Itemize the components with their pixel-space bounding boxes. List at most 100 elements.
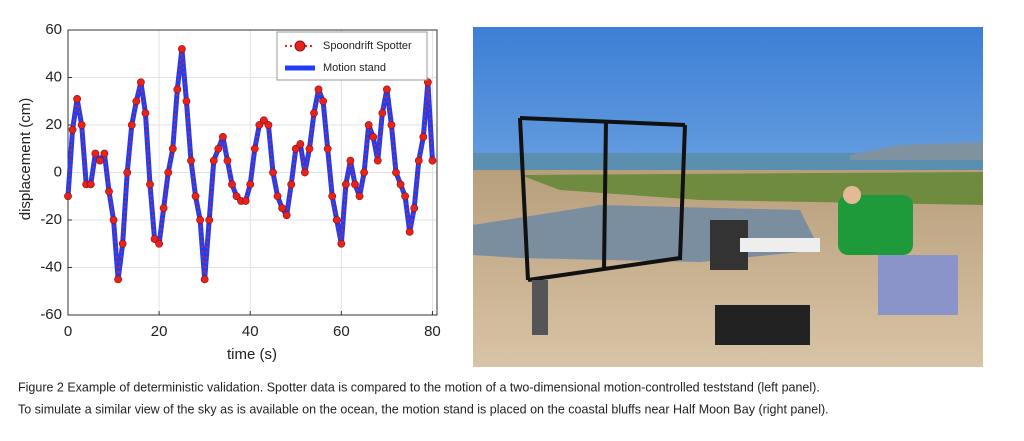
y-tick-label: 20: [45, 116, 62, 133]
data-point: [396, 180, 405, 189]
photo-head: [843, 186, 861, 204]
x-tick-label: 20: [151, 323, 168, 340]
data-point: [146, 180, 154, 189]
data-point: [250, 144, 259, 153]
data-point: [168, 144, 177, 153]
caption-line: To simulate a similar view of the sky as…: [18, 402, 829, 416]
data-point: [300, 168, 309, 177]
data-point: [191, 192, 200, 201]
data-point: [132, 97, 141, 106]
photo-hills: [850, 142, 983, 160]
caption-line: Figure 2 Example of deterministic valida…: [18, 380, 820, 394]
data-point: [332, 216, 341, 224]
legend-label: Motion stand: [323, 62, 386, 74]
data-point: [341, 180, 350, 189]
data-point: [364, 121, 373, 129]
data-point: [105, 187, 113, 196]
data-point: [310, 109, 318, 118]
data-point: [319, 97, 328, 106]
data-point: [114, 275, 123, 284]
data-point: [100, 149, 109, 158]
data-point: [269, 168, 277, 177]
data-point: [177, 45, 186, 53]
data-point: [314, 85, 323, 94]
data-point: [264, 121, 273, 129]
y-tick-label: -40: [40, 258, 62, 275]
x-axis-label: time (s): [227, 346, 277, 363]
y-tick-label: -60: [40, 306, 62, 323]
x-tick-label: 80: [424, 323, 441, 340]
data-point: [346, 156, 355, 165]
data-point: [223, 156, 232, 165]
data-point: [405, 227, 414, 236]
data-point: [387, 121, 396, 129]
data-point: [337, 239, 346, 248]
data-point: [214, 144, 223, 153]
y-tick-label: 0: [54, 163, 62, 180]
series-line: [67, 48, 434, 281]
data-point: [305, 144, 314, 153]
data-point: [232, 192, 241, 201]
data-point: [164, 168, 173, 177]
y-tick-label: 40: [45, 68, 62, 85]
data-point: [360, 168, 369, 177]
data-point: [323, 144, 332, 153]
data-point: [259, 116, 268, 125]
data-point: [141, 109, 150, 118]
photo: [473, 27, 983, 367]
data-point: [109, 216, 118, 224]
data-point: [64, 192, 72, 201]
data-point: [86, 180, 95, 189]
legend-box: [276, 31, 428, 81]
data-point: [410, 204, 419, 213]
photo-chair: [878, 255, 958, 315]
data-point: [136, 78, 145, 87]
data-point: [200, 275, 209, 284]
data-point: [273, 192, 282, 201]
data-point: [127, 121, 136, 129]
data-point: [428, 156, 437, 165]
data-point: [150, 235, 159, 243]
data-point: [355, 192, 364, 201]
data-point: [287, 180, 296, 189]
data-point: [369, 132, 378, 141]
data-point: [419, 132, 428, 141]
data-point: [196, 216, 205, 224]
photo-beam: [532, 280, 548, 335]
y-tick-label: 60: [45, 21, 62, 38]
data-point: [401, 192, 410, 201]
data-point: [159, 204, 168, 213]
data-point: [73, 94, 82, 103]
x-tick-label: 0: [64, 323, 72, 340]
data-point: [328, 192, 337, 201]
data-point: [77, 121, 86, 129]
data-point: [218, 132, 227, 141]
data-point: [118, 239, 127, 248]
x-tick-label: 60: [333, 323, 350, 340]
photo-table: [740, 238, 820, 252]
data-point: [282, 211, 291, 220]
data-point: [241, 197, 250, 205]
data-point: [351, 180, 359, 189]
data-point: [291, 144, 300, 153]
data-point: [278, 204, 287, 213]
data-point: [173, 85, 182, 94]
data-point: [373, 156, 382, 165]
data-point: [296, 140, 305, 148]
data-point: [182, 97, 191, 106]
data-point: [187, 156, 195, 165]
data-point: [68, 125, 77, 134]
data-point: [209, 156, 218, 165]
data-point: [414, 156, 423, 165]
data-point: [123, 168, 132, 177]
legend-marker: [294, 40, 306, 52]
data-point: [378, 109, 387, 118]
data-point: [392, 168, 400, 177]
photo-frame: [518, 116, 687, 282]
data-point: [205, 216, 214, 224]
data-point: [228, 180, 236, 189]
data-point: [246, 180, 255, 189]
data-point: [382, 85, 391, 94]
